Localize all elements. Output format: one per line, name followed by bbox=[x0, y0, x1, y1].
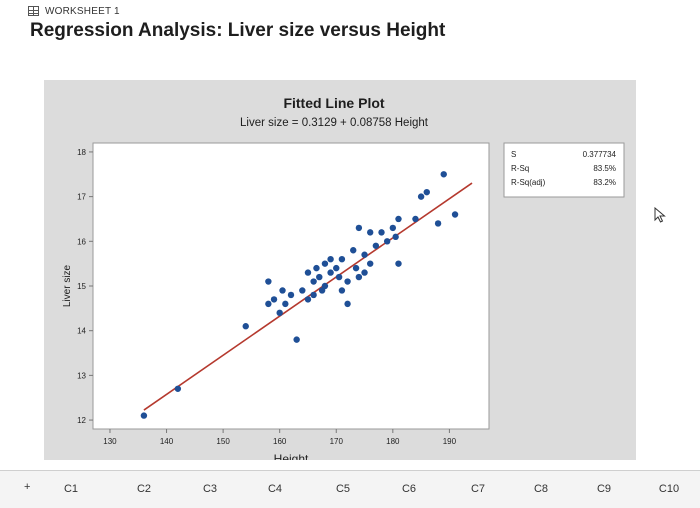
y-tick-label: 16 bbox=[77, 237, 86, 246]
x-axis-label: Height bbox=[274, 452, 309, 460]
y-tick-label: 15 bbox=[77, 282, 86, 291]
stats-box: S 0.377734 R-Sq 83.5% R-Sq(adj) 83.2% bbox=[503, 142, 625, 198]
y-tick-label: 17 bbox=[77, 193, 86, 202]
stat-rsq-value: 83.5% bbox=[593, 164, 616, 173]
data-point bbox=[383, 238, 391, 245]
x-tick-label: 160 bbox=[273, 437, 287, 446]
data-point bbox=[327, 269, 334, 276]
data-point bbox=[327, 255, 334, 263]
column-header-c6[interactable]: C6 bbox=[401, 483, 417, 495]
data-point bbox=[389, 224, 397, 232]
mouse-cursor-icon bbox=[654, 207, 666, 223]
data-point bbox=[423, 188, 430, 196]
column-header-c9[interactable]: C9 bbox=[596, 483, 612, 495]
y-tick-label: 18 bbox=[77, 148, 86, 157]
data-point bbox=[352, 264, 360, 272]
plot-equation: Liver size = 0.3129 + 0.08758 Height bbox=[240, 117, 429, 129]
page-title: Regression Analysis: Liver size versus H… bbox=[30, 20, 446, 41]
data-point bbox=[321, 260, 329, 267]
data-point bbox=[355, 224, 363, 232]
x-tick-label: 140 bbox=[160, 437, 174, 446]
stat-rsqadj-value: 83.2% bbox=[593, 178, 616, 187]
y-tick-label: 13 bbox=[77, 371, 86, 380]
data-point bbox=[265, 278, 272, 285]
column-header-c4[interactable]: C4 bbox=[267, 483, 283, 495]
data-point bbox=[335, 273, 343, 281]
data-point bbox=[372, 242, 380, 249]
x-tick-label: 130 bbox=[103, 437, 117, 446]
data-point bbox=[395, 260, 402, 267]
data-point bbox=[338, 287, 346, 294]
y-tick-label: 14 bbox=[77, 327, 86, 336]
data-point bbox=[355, 273, 363, 281]
data-point bbox=[412, 215, 419, 223]
worksheet-tab[interactable]: WORKSHEET 1 bbox=[28, 4, 120, 18]
data-point bbox=[282, 300, 289, 308]
data-point bbox=[321, 282, 329, 290]
column-header-c3[interactable]: C3 bbox=[202, 483, 218, 495]
data-point bbox=[378, 229, 385, 236]
worksheet-grid-icon bbox=[28, 6, 39, 16]
column-header-c10[interactable]: C10 bbox=[658, 483, 680, 495]
data-point bbox=[344, 278, 351, 285]
data-point bbox=[276, 309, 283, 317]
worksheet-label: WORKSHEET 1 bbox=[45, 5, 120, 17]
data-point bbox=[395, 215, 402, 223]
x-tick-label: 150 bbox=[216, 437, 230, 446]
worksheet-column-header-bar: + C1 C2 C3 C4 C5 C6 C7 C8 C9 C10 bbox=[0, 470, 700, 508]
data-point bbox=[361, 251, 368, 258]
data-point bbox=[440, 171, 447, 178]
data-point bbox=[310, 291, 317, 299]
data-point bbox=[299, 287, 306, 294]
y-tick-label: 12 bbox=[77, 416, 86, 425]
data-point bbox=[392, 233, 399, 241]
data-point bbox=[310, 278, 317, 285]
data-point bbox=[293, 336, 300, 343]
row-arrow-icon[interactable]: + bbox=[24, 481, 31, 493]
column-header-c2[interactable]: C2 bbox=[136, 483, 152, 495]
fitted-line-plot[interactable]: 130 140 150 160 170 180 190 12 13 14 15 16 17 18 Fitt… bbox=[44, 80, 636, 460]
stat-s-label: S bbox=[511, 150, 516, 159]
graph-frame[interactable]: 130 140 150 160 170 180 190 12 13 14 15 16 17 18 Fitt… bbox=[44, 80, 636, 460]
column-header-c8[interactable]: C8 bbox=[533, 483, 549, 495]
data-point bbox=[304, 296, 312, 303]
data-point bbox=[242, 323, 249, 330]
data-point bbox=[434, 220, 442, 227]
data-point bbox=[279, 287, 286, 294]
data-point bbox=[338, 255, 346, 263]
x-tick-label: 180 bbox=[386, 437, 400, 446]
x-tick-label: 170 bbox=[330, 437, 344, 446]
data-point bbox=[417, 193, 425, 200]
y-axis-label: Liver size bbox=[62, 264, 73, 307]
data-point bbox=[333, 264, 340, 272]
data-point bbox=[344, 300, 351, 308]
data-point bbox=[270, 296, 278, 303]
data-point bbox=[451, 211, 459, 218]
data-point bbox=[367, 229, 374, 236]
data-point bbox=[265, 300, 272, 308]
plot-title: Fitted Line Plot bbox=[283, 95, 384, 111]
stat-s-value: 0.377734 bbox=[583, 150, 617, 159]
data-point bbox=[350, 247, 357, 254]
data-point bbox=[367, 260, 374, 267]
data-point bbox=[313, 264, 320, 272]
data-point bbox=[361, 269, 368, 276]
plot-area bbox=[92, 142, 490, 430]
column-header-c7[interactable]: C7 bbox=[470, 483, 486, 495]
data-point bbox=[174, 385, 182, 392]
data-point bbox=[316, 273, 323, 281]
data-point bbox=[140, 412, 148, 419]
data-point bbox=[287, 291, 295, 299]
data-point bbox=[304, 269, 312, 276]
column-header-c5[interactable]: C5 bbox=[335, 483, 351, 495]
stat-rsqadj-label: R-Sq(adj) bbox=[511, 178, 546, 187]
column-header-c1[interactable]: C1 bbox=[63, 483, 79, 495]
x-tick-label: 190 bbox=[443, 437, 457, 446]
stat-rsq-label: R-Sq bbox=[511, 164, 529, 173]
